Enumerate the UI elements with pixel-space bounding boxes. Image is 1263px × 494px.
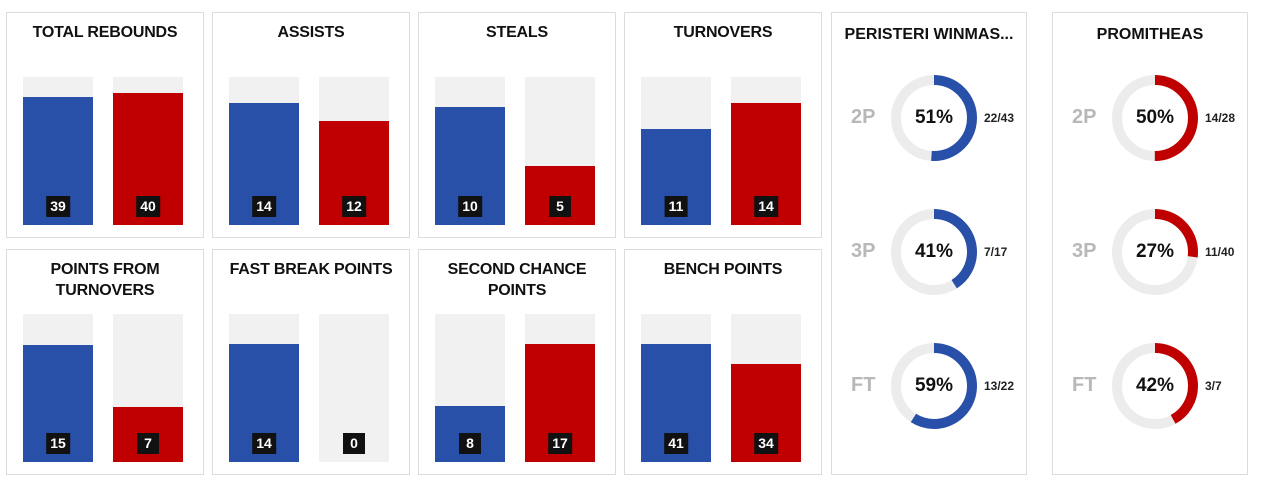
stat-title-line: TURNOVERS: [673, 24, 773, 41]
bar-track-promitheas: 12: [319, 77, 389, 225]
bar-track-peristeri: 41: [641, 314, 711, 462]
bar-value-label: 15: [46, 433, 70, 454]
stat-card: BENCH POINTS 41 34: [624, 249, 822, 475]
ring-arc: [891, 209, 977, 295]
stat-title: FAST BREAK POINTS: [213, 259, 409, 280]
made-attempted: 11/40: [1205, 245, 1235, 259]
stat-title-line: BENCH POINTS: [663, 261, 783, 278]
shot-type-label: 2P: [1072, 106, 1097, 128]
bar-track-promitheas: 40: [113, 77, 183, 225]
bar-track-promitheas: 7: [113, 314, 183, 462]
bar-value-label: 11: [664, 196, 688, 217]
bar-track-peristeri: 14: [229, 77, 299, 225]
shooting-card: PROMITHEAS 2P 50% 14/28 3P 27% 11/40 FT 42% 3/7: [1052, 12, 1248, 475]
stat-title: TOTAL REBOUNDS: [7, 22, 203, 43]
stat-title-line: ASSISTS: [277, 24, 345, 41]
ring-percentage: 41%: [914, 241, 954, 262]
ring-arc: [891, 75, 977, 161]
stat-card: STEALS 10 5: [418, 12, 616, 238]
made-attempted: 13/22: [984, 379, 1015, 393]
stat-title: STEALS: [419, 22, 615, 43]
shooting-card: PERISTERI WINMAS... 2P 51% 22/43 3P 41% 7/17 FT…: [831, 12, 1027, 475]
bar-track-promitheas: 17: [525, 314, 595, 462]
stat-title: TURNOVERS: [625, 22, 821, 43]
bar-track-peristeri: 15: [23, 314, 93, 462]
made-attempted: 3/7: [1205, 379, 1222, 393]
stat-card: FAST BREAK POINTS 14 0: [212, 249, 410, 475]
bar-track-peristeri: 11: [641, 77, 711, 225]
shot-type-label: 2P: [851, 106, 876, 128]
shot-type-label: FT: [851, 374, 876, 396]
made-attempted: 7/17: [984, 245, 1008, 259]
bar-value-label: 14: [252, 196, 276, 217]
ring-percentage: 51%: [914, 107, 954, 128]
bar-value-label: 34: [754, 433, 778, 454]
stat-card: TURNOVERS 11 14: [624, 12, 822, 238]
team-name: PROMITHEAS: [1096, 26, 1204, 43]
percentage-ring: [1112, 209, 1198, 295]
stat-title: SECOND CHANCE POINTS: [419, 259, 615, 301]
stat-card: POINTS FROM TURNOVERS 15 7: [6, 249, 204, 475]
percentage-ring: [891, 343, 977, 429]
bar-track-peristeri: 10: [435, 77, 505, 225]
percentage-ring: [1112, 343, 1198, 429]
bar-track-peristeri: 8: [435, 314, 505, 462]
bar-value-label: 14: [754, 196, 778, 217]
stat-title: POINTS FROM TURNOVERS: [7, 259, 203, 301]
stat-title-line: FAST BREAK POINTS: [229, 261, 393, 278]
bar-value-label: 14: [252, 433, 276, 454]
stat-card: SECOND CHANCE POINTS 8 17: [418, 249, 616, 475]
stat-title-line: POINTS FROM: [50, 261, 160, 278]
percentage-ring: [1112, 75, 1198, 161]
ring-arc: [1112, 209, 1198, 295]
percentage-ring: [891, 209, 977, 295]
ring-arc: [1112, 343, 1198, 429]
stat-title-line: STEALS: [486, 24, 548, 41]
bar-value-label: 39: [46, 196, 70, 217]
bar-value-label: 17: [548, 433, 572, 454]
shot-type-label: 3P: [1072, 240, 1097, 262]
stat-title-line: POINTS: [487, 282, 547, 299]
bar-value-label: 40: [136, 196, 160, 217]
percentage-ring: [891, 75, 977, 161]
made-attempted: 22/43: [984, 111, 1015, 125]
bar-value-label: 8: [459, 433, 481, 454]
stat-title-line: TOTAL REBOUNDS: [32, 24, 178, 41]
made-attempted: 14/28: [1205, 111, 1236, 125]
ring-percentage: 42%: [1135, 375, 1175, 396]
stat-title-line: SECOND CHANCE: [447, 261, 587, 278]
stat-title: ASSISTS: [213, 22, 409, 43]
bar-value-label: 10: [458, 196, 482, 217]
bar-track-peristeri: 39: [23, 77, 93, 225]
bar-value-label: 5: [549, 196, 571, 217]
bar-value-label: 41: [664, 433, 688, 454]
bar-value-label: 7: [137, 433, 159, 454]
stat-card: ASSISTS 14 12: [212, 12, 410, 238]
bar-track-promitheas: 0: [319, 314, 389, 462]
stat-title: BENCH POINTS: [625, 259, 821, 280]
bar-value-label: 0: [343, 433, 365, 454]
bar-track-promitheas: 34: [731, 314, 801, 462]
shot-type-label: 3P: [851, 240, 876, 262]
bar-track-promitheas: 5: [525, 77, 595, 225]
team-name: PERISTERI WINMAS...: [844, 26, 1014, 43]
ring-arc: [891, 343, 977, 429]
stat-title-line: TURNOVERS: [55, 282, 155, 299]
shot-type-label: FT: [1072, 374, 1097, 396]
bar-value-label: 12: [342, 196, 366, 217]
ring-arc: [1112, 75, 1198, 161]
bar-track-peristeri: 14: [229, 314, 299, 462]
stat-card: TOTAL REBOUNDS 39 40: [6, 12, 204, 238]
ring-percentage: 59%: [914, 375, 954, 396]
ring-percentage: 50%: [1135, 107, 1175, 128]
ring-percentage: 27%: [1135, 241, 1175, 262]
bar-track-promitheas: 14: [731, 77, 801, 225]
